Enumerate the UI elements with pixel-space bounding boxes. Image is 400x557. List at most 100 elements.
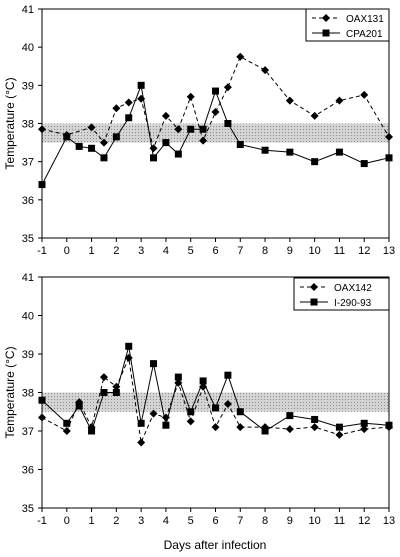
data-point <box>212 404 219 412</box>
data-point <box>286 148 294 156</box>
x-tick-label: 9 <box>287 245 293 257</box>
data-point <box>75 142 83 150</box>
y-tick-label: 38 <box>22 388 34 400</box>
x-tick-label: 9 <box>287 515 293 527</box>
data-point <box>38 181 46 189</box>
data-point <box>149 144 158 153</box>
data-point <box>385 421 393 429</box>
legend-marker <box>322 14 330 22</box>
data-point <box>335 96 344 105</box>
x-tick-label: 3 <box>138 245 144 257</box>
data-point <box>261 66 270 75</box>
x-tick-label: 4 <box>163 245 169 257</box>
data-point <box>88 427 96 435</box>
x-tick-label: 2 <box>113 245 119 257</box>
data-point <box>335 148 343 156</box>
legend-label: I-290-93 <box>334 298 372 309</box>
data-point <box>87 123 96 132</box>
x-tick-label: 12 <box>358 245 370 257</box>
data-point <box>236 52 245 61</box>
x-tick-label: 11 <box>334 515 345 527</box>
legend-box <box>305 8 390 42</box>
data-point <box>223 83 232 92</box>
x-tick-label: 8 <box>262 515 268 527</box>
data-point <box>236 423 245 432</box>
data-point <box>75 402 83 410</box>
data-point <box>311 158 319 166</box>
y-tick-label: 41 <box>22 272 34 284</box>
data-point <box>161 111 170 120</box>
x-tick-label: 1 <box>89 245 95 257</box>
y-tick-label: 40 <box>22 42 34 54</box>
data-point <box>112 389 120 396</box>
x-tick-label: 10 <box>309 245 321 257</box>
data-point <box>88 144 96 152</box>
data-point <box>187 125 195 133</box>
series-line-oax131 <box>41 55 390 150</box>
data-point <box>125 342 133 350</box>
y-tick-label: 39 <box>22 80 34 92</box>
x-axis-label: Days after infection <box>164 538 267 552</box>
data-point <box>112 104 121 113</box>
y-tick-label: 41 <box>22 4 34 16</box>
data-point <box>187 408 195 416</box>
legend-marker <box>310 298 318 306</box>
y-tick-label: 39 <box>22 349 34 361</box>
x-tick-label: -1 <box>37 245 47 257</box>
data-point <box>63 133 71 141</box>
data-point <box>38 413 46 422</box>
data-point <box>360 90 369 99</box>
data-point <box>100 154 108 162</box>
data-point <box>311 415 319 423</box>
y-tick-label: 35 <box>22 233 34 245</box>
y-tick-label: 36 <box>22 195 34 207</box>
x-tick-label: 0 <box>64 515 70 527</box>
data-point <box>125 114 133 122</box>
x-tick-label: 0 <box>64 245 70 257</box>
data-point <box>137 438 146 447</box>
legend-box <box>293 277 390 311</box>
x-tick-label: 13 <box>383 245 395 257</box>
data-point <box>212 87 219 95</box>
data-point <box>186 417 195 426</box>
data-point <box>62 427 71 435</box>
data-point <box>285 425 294 434</box>
data-point <box>199 136 208 145</box>
data-point <box>124 98 133 107</box>
y-tick-label: 35 <box>22 503 34 515</box>
data-point <box>174 125 183 134</box>
x-tick-label: 8 <box>262 245 268 257</box>
data-point <box>261 427 269 435</box>
data-point <box>137 419 145 427</box>
data-point <box>223 400 232 409</box>
data-point <box>150 360 158 368</box>
y-axis-label: Temperature (°C) <box>3 346 17 438</box>
data-point <box>211 423 220 432</box>
x-tick-label: 5 <box>188 515 194 527</box>
data-point <box>310 111 319 120</box>
legend-label: OAX131 <box>346 14 384 25</box>
data-point <box>285 96 294 105</box>
data-point <box>286 412 294 420</box>
data-point <box>100 389 108 396</box>
x-tick-label: 10 <box>309 515 321 527</box>
x-tick-label: 5 <box>188 245 194 257</box>
normal-temperature-band <box>42 392 389 412</box>
x-tick-label: 12 <box>358 515 370 527</box>
y-tick-label: 38 <box>22 119 34 131</box>
y-axis-label: Temperature (°C) <box>3 77 17 169</box>
data-point <box>360 425 369 434</box>
x-tick-label: 3 <box>138 515 144 527</box>
data-point <box>385 132 393 141</box>
data-point <box>236 408 244 416</box>
data-point <box>360 160 368 168</box>
data-point <box>112 133 120 141</box>
data-point <box>174 373 182 381</box>
data-point <box>199 377 207 385</box>
x-tick-label: 6 <box>212 245 218 257</box>
legend-label: OAX142 <box>334 283 372 294</box>
data-point <box>385 154 393 162</box>
x-tick-label: 13 <box>383 515 395 527</box>
